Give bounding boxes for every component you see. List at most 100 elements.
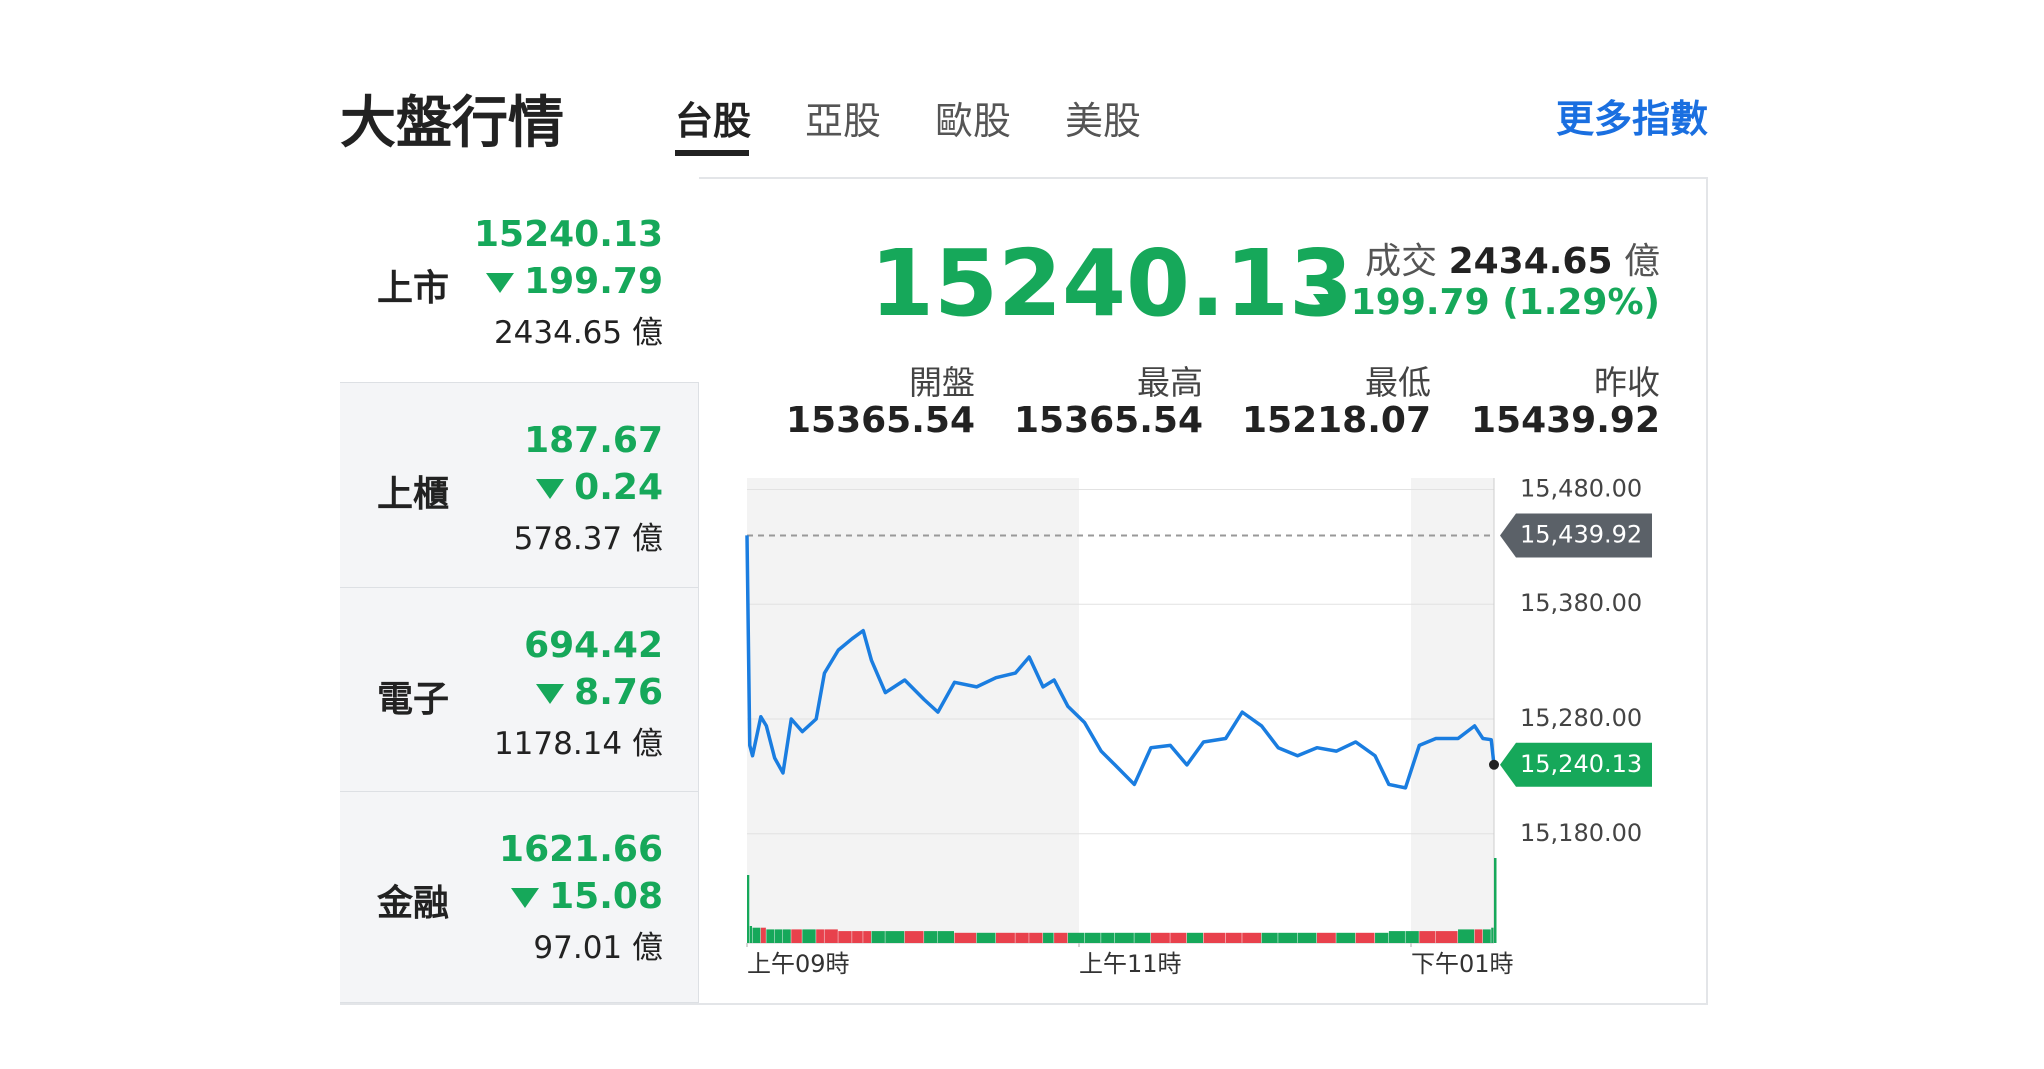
index-volume: 1178.14 億 bbox=[494, 718, 663, 763]
volume-bar bbox=[1170, 932, 1187, 943]
volume-bar bbox=[1435, 931, 1458, 943]
tab[interactable]: 美股 bbox=[1065, 99, 1142, 143]
volume-bar bbox=[791, 929, 802, 943]
volume-bar bbox=[1388, 931, 1405, 943]
change: 0.24 bbox=[574, 467, 663, 508]
volume-bar bbox=[1297, 932, 1317, 943]
volume-bar bbox=[937, 931, 954, 943]
volume-bar bbox=[1458, 929, 1475, 943]
stat-label: 昨收 bbox=[1594, 363, 1660, 402]
volume-bar bbox=[1278, 932, 1298, 943]
volume: 1178.14 bbox=[493, 726, 623, 762]
volume-bar bbox=[1114, 932, 1134, 943]
index-name: 上市 bbox=[377, 268, 450, 309]
index-value: 15240.13 bbox=[473, 214, 663, 255]
volume-bar bbox=[1203, 932, 1226, 943]
unit: 億 bbox=[632, 930, 663, 966]
stat-value: 15365.54 bbox=[785, 400, 975, 441]
volume-bar bbox=[924, 931, 938, 943]
price-tag-label: 15,439.92 bbox=[1520, 520, 1642, 548]
volume-bar bbox=[1261, 932, 1278, 943]
index-value: 694.42 bbox=[524, 625, 663, 666]
price-tag bbox=[1500, 742, 1652, 787]
volume-bar bbox=[863, 931, 871, 943]
change: 8.76 bbox=[574, 672, 663, 713]
unit: 億 bbox=[1623, 241, 1660, 282]
volume-bar bbox=[1043, 932, 1054, 943]
volume-bar bbox=[816, 929, 824, 943]
volume-bar bbox=[1419, 931, 1436, 943]
session-shade bbox=[747, 478, 1079, 943]
stat-label: 最低 bbox=[1365, 363, 1431, 402]
volume-bar bbox=[871, 931, 885, 943]
volume-bar bbox=[1084, 932, 1101, 943]
volume-bar bbox=[1474, 929, 1483, 943]
stat-value: 15365.54 bbox=[1013, 400, 1203, 441]
volume-bar bbox=[1336, 932, 1356, 943]
title: 大盤行情 bbox=[340, 91, 564, 156]
index-row[interactable] bbox=[340, 588, 699, 792]
tab[interactable]: 歐股 bbox=[935, 99, 1012, 143]
volume-bar bbox=[1067, 932, 1085, 943]
volume-value: 2434.65 bbox=[1448, 241, 1613, 282]
index-change: 199.79 bbox=[486, 261, 663, 302]
index-row[interactable] bbox=[340, 177, 699, 383]
unit: 億 bbox=[632, 726, 663, 762]
volume-bar bbox=[1150, 932, 1170, 943]
volume-bar bbox=[802, 929, 816, 943]
volume-bar bbox=[1029, 932, 1043, 943]
x-tick-label: 上午09時 bbox=[747, 950, 850, 978]
unit: 億 bbox=[632, 315, 663, 351]
main-change: 199.79 (1.29%) bbox=[1312, 282, 1660, 323]
volume-bar bbox=[1355, 932, 1375, 943]
price-tag bbox=[1500, 513, 1652, 558]
volume-bar bbox=[1494, 858, 1497, 943]
tab[interactable]: 台股 bbox=[675, 99, 752, 143]
volume: 2434.65 bbox=[493, 315, 623, 351]
index-name: 上櫃 bbox=[377, 474, 450, 515]
volume-bar bbox=[954, 932, 977, 943]
volume-bar bbox=[1134, 932, 1151, 943]
stat-label: 最高 bbox=[1137, 363, 1203, 402]
change: 199.79 bbox=[524, 261, 663, 302]
volume-label: 成交 bbox=[1365, 241, 1438, 282]
unit: 億 bbox=[632, 521, 663, 557]
change: 15.08 bbox=[549, 876, 663, 917]
stat-value: 15218.07 bbox=[1241, 400, 1431, 441]
volume-bar bbox=[1186, 932, 1203, 943]
index-change: 15.08 bbox=[511, 876, 663, 917]
last-dot bbox=[1489, 759, 1499, 770]
volume-bar bbox=[1375, 932, 1389, 943]
volume-bar bbox=[749, 926, 753, 943]
index-change: 8.76 bbox=[536, 672, 663, 713]
x-tick-label: 下午01時 bbox=[1411, 950, 1514, 978]
volume-bar bbox=[976, 932, 996, 943]
y-tick-label: 15,280.00 bbox=[1520, 704, 1642, 732]
x-tick-label: 上午11時 bbox=[1079, 950, 1182, 978]
index-row[interactable] bbox=[340, 383, 699, 588]
tab-underline bbox=[675, 150, 749, 156]
price-line bbox=[745, 535, 1496, 790]
volume-bar bbox=[852, 931, 863, 943]
index-value: 1621.66 bbox=[499, 829, 663, 870]
volume-bar bbox=[838, 931, 852, 943]
volume-bar bbox=[752, 927, 761, 943]
volume: 578.37 bbox=[513, 521, 623, 557]
volume-bar bbox=[1054, 932, 1068, 943]
volume-bar bbox=[1405, 931, 1419, 943]
y-tick-label: 15,480.00 bbox=[1520, 474, 1642, 502]
volume-bar bbox=[1482, 929, 1491, 943]
more-link[interactable]: 更多指數 bbox=[1555, 97, 1708, 141]
session-shade bbox=[1411, 478, 1494, 943]
volume-bar bbox=[1491, 927, 1494, 943]
volume-bar bbox=[747, 875, 750, 943]
tab[interactable]: 亞股 bbox=[805, 99, 882, 143]
main-volume: 成交 2434.65 億 bbox=[1365, 232, 1660, 284]
price-tag-label: 15,240.13 bbox=[1520, 750, 1642, 778]
volume: 97.01 bbox=[533, 930, 623, 966]
volume-bar bbox=[1225, 932, 1242, 943]
volume-bar bbox=[782, 929, 791, 943]
volume-bar bbox=[904, 931, 924, 943]
